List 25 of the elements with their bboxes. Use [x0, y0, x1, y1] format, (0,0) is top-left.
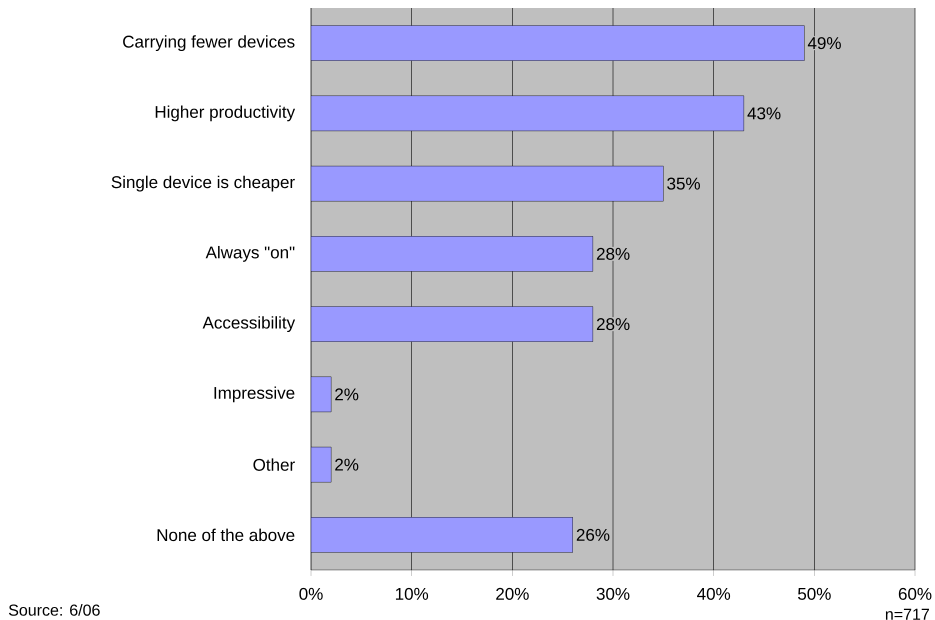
- x-tick-label: 60%: [898, 588, 932, 600]
- x-tick-label: 20%: [496, 588, 529, 600]
- text: n=717: [886, 608, 929, 620]
- y-tick-label: Impressive: [214, 386, 294, 402]
- source-note: Source: 6/06: [8, 604, 100, 616]
- data-label: 43%: [747, 107, 780, 120]
- data-label: 35%: [667, 178, 700, 190]
- y-tick-label: Always "on": [206, 246, 294, 262]
- data-label: 49%: [808, 37, 841, 50]
- y-tick-label: Single device is cheaper: [112, 176, 295, 192]
- data-label: 2%: [335, 458, 358, 471]
- y-tick-label: Accessibility: [202, 316, 296, 332]
- y-tick-label: Other: [253, 458, 295, 471]
- data-label: 28%: [596, 248, 630, 260]
- x-tick-label: 50%: [798, 588, 831, 600]
- data-label: 26%: [576, 528, 610, 541]
- data-label: 2%: [335, 388, 358, 400]
- x-tick-label: 10%: [396, 588, 428, 600]
- x-tick-label: 0%: [299, 588, 323, 600]
- data-label: 28%: [596, 318, 630, 330]
- x-tick-label: 40%: [697, 588, 730, 600]
- y-tick-label: None of the above: [158, 528, 294, 542]
- y-tick-label: Carrying fewer devices: [123, 35, 294, 52]
- x-tick-label: 30%: [596, 588, 630, 600]
- y-tick-label: Higher productivity: [156, 105, 296, 122]
